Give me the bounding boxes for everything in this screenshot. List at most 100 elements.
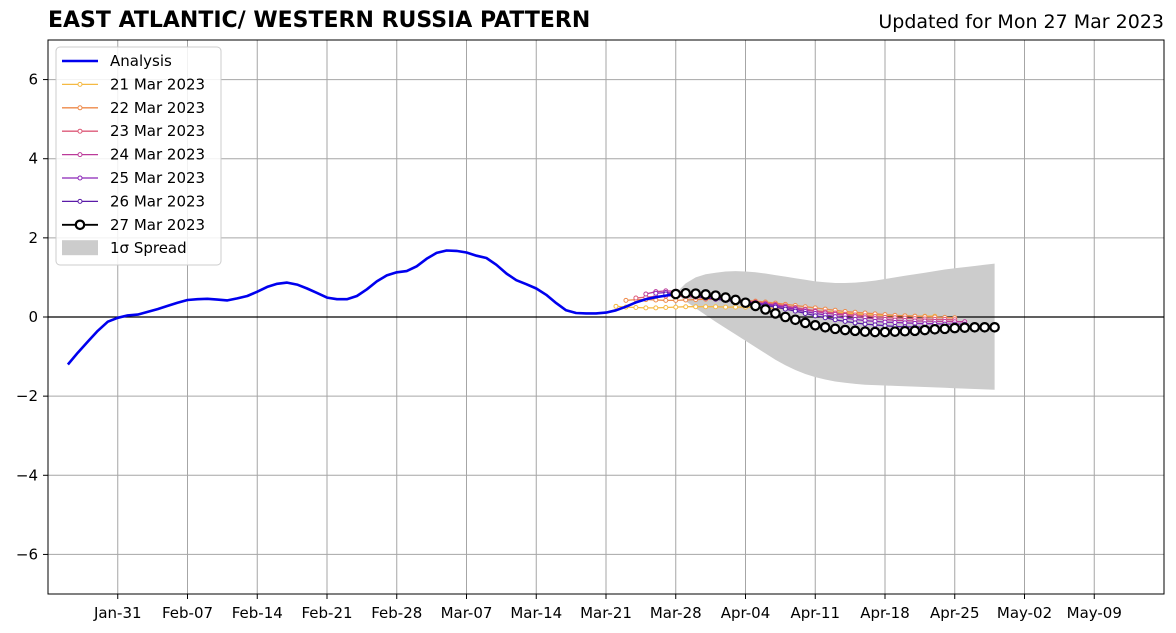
current-forecast-point <box>809 320 821 331</box>
legend-swatch-marker <box>77 81 83 87</box>
forecast-point <box>703 304 709 310</box>
legend-label: 22 Mar 2023 <box>110 99 205 117</box>
legend-box <box>55 46 222 266</box>
legend-swatch-marker <box>77 105 83 111</box>
current-forecast-point <box>670 288 682 300</box>
current-forecast-point <box>889 326 901 337</box>
current-forecast-point <box>969 321 980 333</box>
current-forecast-point <box>829 323 841 335</box>
current-forecast-point <box>750 300 761 312</box>
forecast-point <box>663 297 669 303</box>
forecast-line <box>625 298 955 319</box>
forecast-point <box>902 320 908 326</box>
x-tick-label: Apr-11 <box>791 604 841 622</box>
x-tick-label: May-02 <box>997 604 1052 622</box>
legend: Analysis 21 Mar 2023 22 Mar 2023 23 Mar 202… <box>55 46 222 266</box>
current-forecast-point <box>959 322 971 333</box>
forecast-point <box>852 320 858 326</box>
forecast-point <box>623 297 629 303</box>
forecast-point <box>633 305 639 311</box>
current-forecast-point <box>839 324 851 336</box>
current-forecast-point <box>700 289 711 300</box>
forecast-point <box>842 318 848 324</box>
current-forecast-point <box>710 290 721 301</box>
forecast-point <box>822 315 828 321</box>
x-tick-label: Apr-18 <box>860 604 910 622</box>
current-forecast-point <box>979 321 990 333</box>
current-forecast-point <box>770 308 781 319</box>
legend-label: 26 Mar 2023 <box>110 192 205 210</box>
legend-label: 21 Mar 2023 <box>110 75 205 93</box>
current-forecast-point <box>849 325 861 337</box>
forecast-point <box>633 295 639 301</box>
forecast-point <box>892 320 898 326</box>
chart-title: EAST ATLANTIC/ WESTERN RUSSIA PATTERN <box>48 8 591 33</box>
x-tick-label: Feb-14 <box>232 604 283 622</box>
legend-label: Analysis <box>110 52 172 70</box>
x-tick-label: May-09 <box>1067 604 1122 622</box>
legend-swatch-marker <box>77 175 83 181</box>
current-forecast-point <box>859 326 871 337</box>
current-forecast-point <box>730 294 741 306</box>
legend-swatch-marker <box>77 198 83 204</box>
current-forecast-point <box>740 297 751 309</box>
forecast-point <box>792 308 798 314</box>
forecast-point <box>812 313 818 319</box>
forecast-point <box>723 304 729 310</box>
forecast-point <box>832 317 838 323</box>
y-tick-label: 0 <box>28 308 38 326</box>
plot-area <box>48 249 1164 390</box>
current-forecast-point <box>720 292 731 303</box>
current-forecast-point <box>680 287 692 299</box>
current-forecast-point <box>899 325 911 337</box>
legend-swatch-marker <box>74 219 86 231</box>
legend-label: 23 Mar 2023 <box>110 122 205 140</box>
x-tick-label: Jan-31 <box>93 604 142 622</box>
legend-label: 25 Mar 2023 <box>110 169 205 187</box>
forecast-point <box>683 304 689 310</box>
x-tick-label: Feb-28 <box>371 604 422 622</box>
current-forecast-point <box>929 323 941 335</box>
current-forecast-point <box>919 324 931 336</box>
forecast-point <box>643 291 649 297</box>
current-forecast-point <box>690 288 701 299</box>
forecast-point <box>673 304 679 310</box>
current-forecast-point <box>949 322 961 334</box>
current-forecast-point <box>819 321 831 333</box>
x-tick-label: Feb-07 <box>162 604 213 622</box>
current-forecast-point <box>909 325 921 337</box>
x-tick-label: Mar-28 <box>650 604 702 622</box>
legend-swatch-marker <box>77 128 83 134</box>
forecast-point <box>613 303 619 309</box>
forecast-point <box>862 321 868 327</box>
y-tick-label: 2 <box>28 229 38 247</box>
current-forecast-point <box>780 311 791 323</box>
plot-frame <box>47 39 1165 595</box>
forecast-point <box>693 304 699 310</box>
current-forecast-point <box>939 323 951 335</box>
y-tick-label: 6 <box>28 71 38 89</box>
legend-swatch-marker <box>77 152 83 158</box>
forecast-point <box>782 306 788 312</box>
forecast-point <box>653 305 659 311</box>
legend-label: 1σ Spread <box>110 239 187 257</box>
chart-subtitle: Updated for Mon 27 Mar 2023 <box>878 11 1164 33</box>
current-forecast-point <box>989 321 1000 333</box>
x-tick-label: Apr-25 <box>930 604 980 622</box>
current-forecast-point <box>760 304 771 315</box>
current-forecast-point <box>879 326 891 338</box>
legend-label: 24 Mar 2023 <box>110 146 205 164</box>
x-tick-label: Mar-07 <box>441 604 493 622</box>
legend-swatch-spread <box>62 240 98 256</box>
legend-label: 27 Mar 2023 <box>110 216 205 234</box>
forecast-point <box>733 304 739 310</box>
x-tick-label: Mar-14 <box>510 604 562 622</box>
forecast-point <box>802 310 808 316</box>
y-tick-label: 4 <box>28 150 38 168</box>
x-tick-label: Mar-21 <box>580 604 632 622</box>
x-tick-label: Feb-21 <box>301 604 352 622</box>
forecast-point <box>663 305 669 311</box>
current-forecast-point <box>869 326 881 338</box>
forecast-point <box>653 290 659 296</box>
